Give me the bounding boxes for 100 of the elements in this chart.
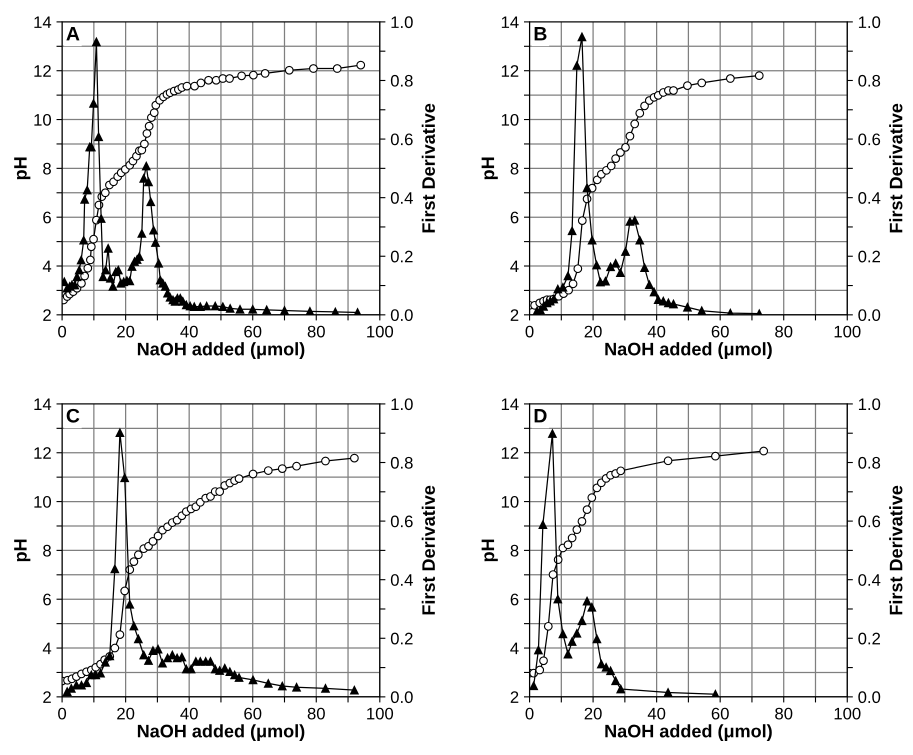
point	[215, 487, 224, 496]
point	[125, 600, 134, 609]
point	[264, 466, 273, 475]
x-tick-label: 20	[117, 708, 134, 720]
point	[568, 534, 576, 542]
y2-tick-label: 1.0	[858, 16, 880, 28]
point	[635, 108, 644, 118]
point	[564, 650, 572, 658]
point	[616, 466, 626, 476]
y2-tick-label: 0.0	[390, 309, 413, 322]
point	[116, 630, 124, 639]
point	[616, 684, 626, 694]
point	[582, 505, 592, 514]
y2-tick-label: 0.2	[390, 250, 413, 262]
point	[587, 602, 596, 612]
point	[606, 666, 615, 676]
point	[148, 536, 158, 546]
x-tick-label: 40	[648, 708, 666, 720]
x-tick-label: 40	[648, 326, 666, 338]
point	[669, 86, 678, 95]
point	[260, 69, 270, 78]
point	[292, 682, 301, 692]
y2-tick-label: 0.0	[390, 691, 413, 704]
y-tick-label: 2	[43, 691, 51, 703]
x-axis-title: NaOH added (μmol)	[605, 342, 772, 360]
x-tick-label: 60	[244, 708, 262, 720]
point	[558, 630, 568, 638]
point	[134, 634, 143, 644]
point	[592, 260, 601, 270]
point	[142, 129, 152, 138]
y-tick-label: 10	[502, 114, 518, 126]
y-tick-label: 8	[510, 162, 518, 175]
point	[548, 570, 558, 579]
x-tick-label: 80	[775, 708, 792, 720]
point	[196, 78, 206, 88]
point	[130, 557, 138, 566]
y2-tick-label: 1.0	[858, 398, 880, 410]
point	[144, 122, 154, 131]
x-tick-label: 100	[834, 326, 861, 338]
point	[248, 470, 258, 478]
y2-tick-label: 0.6	[858, 133, 880, 146]
point	[564, 272, 572, 280]
x-tick-label: 80	[308, 708, 325, 720]
point	[321, 456, 330, 466]
y2-tick-label: 0.8	[858, 456, 880, 469]
y2-tick-label: 0.6	[390, 516, 413, 528]
x-tick-label: 80	[308, 326, 325, 338]
point	[616, 268, 625, 278]
y2-tick-label: 0.8	[390, 74, 413, 87]
y2-axis-title: First Derivative	[889, 486, 902, 614]
point	[548, 429, 557, 438]
x-tick-label: 20	[117, 326, 134, 338]
point	[578, 516, 586, 526]
x-axis-title: NaOH added (μmol)	[605, 724, 772, 742]
y2-tick-label: 0.0	[858, 691, 880, 704]
point	[130, 622, 138, 630]
y-tick-label: 14	[502, 16, 519, 28]
x-tick-label: 0	[58, 326, 66, 338]
point	[100, 658, 110, 667]
point	[759, 446, 768, 456]
point	[186, 664, 196, 674]
point	[568, 637, 576, 646]
point	[321, 684, 330, 693]
point	[650, 288, 658, 296]
point	[284, 66, 294, 75]
annotation: B	[534, 27, 547, 40]
y-axis-title: pH	[482, 158, 498, 180]
x-tick-label: 100	[367, 708, 394, 720]
point	[237, 71, 246, 80]
point	[626, 132, 634, 141]
point	[616, 148, 625, 157]
y-tick-label: 4	[510, 642, 519, 654]
point	[664, 456, 672, 466]
point	[350, 686, 359, 694]
x-tick-label: 60	[244, 326, 262, 338]
point	[621, 247, 630, 256]
point	[225, 74, 234, 83]
x-tick-label: 100	[367, 326, 394, 338]
y-tick-label: 10	[34, 496, 52, 508]
y2-tick-label: 0.4	[858, 192, 880, 204]
y2-axis-title: First Derivative	[422, 104, 435, 232]
point	[697, 306, 706, 315]
x-tick-label: 0	[526, 708, 534, 720]
point	[683, 302, 692, 312]
y-axis-title: pH	[14, 540, 30, 562]
point	[582, 183, 592, 192]
y2-tick-label: 0.6	[390, 133, 413, 146]
point	[669, 300, 678, 308]
x-tick-label: 0	[58, 708, 66, 720]
x-tick-label: 80	[775, 326, 792, 338]
x-tick-label: 60	[712, 326, 729, 338]
point	[89, 234, 98, 244]
point	[144, 656, 153, 665]
point	[711, 452, 720, 461]
y2-tick-label: 0.8	[390, 456, 413, 469]
point	[332, 64, 342, 73]
y-tick-label: 10	[34, 114, 52, 126]
x-axis-title: NaOH added (μmol)	[138, 342, 304, 360]
point	[644, 280, 654, 290]
x-tick-label: 0	[526, 326, 534, 338]
